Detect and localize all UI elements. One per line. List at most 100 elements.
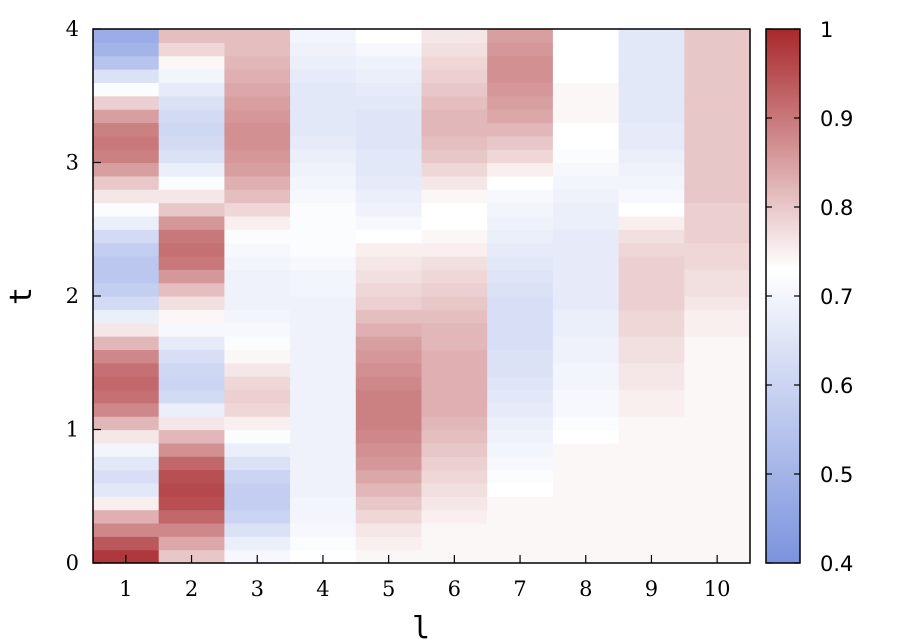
heatmap-cell (158, 229, 225, 244)
heatmap-cell (552, 469, 620, 484)
heatmap-cell (290, 149, 357, 164)
heatmap-cell (93, 269, 160, 284)
heatmap-cell (618, 522, 685, 537)
heatmap-cell (224, 362, 291, 377)
colorbar-tick-label: 0.4 (820, 552, 853, 576)
y-axis-title: t (4, 287, 39, 305)
heatmap-cell (684, 442, 751, 457)
heatmap-cell (355, 69, 423, 83)
heatmap-cell (355, 215, 423, 230)
heatmap-cell (684, 456, 751, 471)
heatmap-cell (224, 416, 291, 431)
heatmap-cell (618, 215, 685, 230)
heatmap-cell (684, 429, 751, 444)
heatmap-cell (618, 202, 685, 217)
heatmap-cell (290, 162, 357, 177)
heatmap-cell (618, 109, 685, 124)
heatmap-cell (487, 229, 554, 244)
heatmap-cell (487, 522, 554, 537)
heatmap-cell (158, 509, 225, 524)
heatmap-cell (158, 282, 225, 297)
heatmap-cell (684, 282, 751, 297)
heatmap-cell (618, 242, 685, 257)
heatmap-cell (158, 109, 225, 124)
heatmap-cell (421, 496, 488, 511)
heatmap-cell (93, 442, 160, 457)
heatmap-cell (224, 82, 291, 97)
heatmap-cell (355, 135, 423, 150)
heatmap-cell (290, 536, 357, 551)
heatmap-cell (93, 376, 160, 391)
heatmap-cell (552, 189, 620, 204)
heatmap-cell (224, 69, 291, 83)
heatmap-cell (684, 496, 751, 511)
heatmap-cell (618, 429, 685, 444)
heatmap-cell (224, 269, 291, 284)
heatmap-cell (355, 175, 423, 190)
heatmap-cell (290, 135, 357, 150)
heatmap-cell (355, 242, 423, 257)
heatmap-cell (618, 536, 685, 551)
heatmap-cell (421, 122, 488, 137)
heatmap-cell (158, 336, 225, 350)
heatmap-cell (618, 496, 685, 511)
heatmap-cell (421, 402, 488, 417)
y-tick-label: 0 (66, 551, 79, 575)
heatmap-cell (93, 522, 160, 537)
heatmap-cell (93, 309, 160, 324)
heatmap-cell (487, 536, 554, 551)
heatmap-cell (93, 456, 160, 471)
heatmap-cell (158, 429, 225, 444)
heatmap-cell (355, 229, 423, 244)
heatmap-cell (421, 149, 488, 164)
heatmap-cell (224, 242, 291, 257)
heatmap-cell (552, 362, 620, 377)
heatmap-cell (93, 482, 160, 497)
heatmap-cell (552, 496, 620, 511)
heatmap-cell (421, 509, 488, 524)
heatmap-cell (93, 162, 160, 177)
heatmap-cell (487, 362, 554, 377)
heatmap-cell (552, 509, 620, 524)
heatmap-cell (355, 162, 423, 177)
heatmap-cell (618, 82, 685, 97)
heatmap-cell (552, 135, 620, 150)
heatmap-cell (487, 269, 554, 284)
y-tick-label: 2 (66, 284, 79, 308)
heatmap-cell (290, 122, 357, 137)
heatmap-cell (618, 416, 685, 431)
heatmap-cell (487, 309, 554, 324)
heatmap-cell (290, 95, 357, 110)
heatmap-cell (487, 389, 554, 404)
heatmap-cell (487, 456, 554, 471)
heatmap-cell (684, 82, 751, 97)
x-tick-label: 4 (316, 577, 329, 601)
heatmap-cell (552, 309, 620, 324)
heatmap-cell (618, 389, 685, 404)
heatmap-cell (552, 336, 620, 350)
heatmap-cell (158, 162, 225, 177)
heatmap-cell (355, 296, 423, 310)
heatmap-cell (290, 362, 357, 377)
x-tick-label: 6 (448, 577, 461, 601)
heatmap-cell (224, 482, 291, 497)
heatmap-cell (421, 389, 488, 404)
heatmap-cell (552, 149, 620, 164)
heatmap-cell (158, 309, 225, 324)
heatmap-cell (684, 389, 751, 404)
heatmap-cell (421, 469, 488, 484)
heatmap-cell (224, 162, 291, 177)
heatmap-cell (487, 442, 554, 457)
heatmap-cell (618, 95, 685, 110)
heatmap-cell (684, 482, 751, 497)
heatmap-cell (421, 229, 488, 244)
heatmap-cell (224, 429, 291, 444)
heatmap-cell (224, 229, 291, 244)
heatmap-cell (552, 442, 620, 457)
heatmap-cell (290, 416, 357, 431)
heatmap-cell (290, 255, 357, 270)
heatmap-cell (421, 175, 488, 190)
heatmap-cell (290, 42, 357, 57)
heatmap-cell (487, 215, 554, 230)
heatmap-cell (93, 55, 160, 70)
